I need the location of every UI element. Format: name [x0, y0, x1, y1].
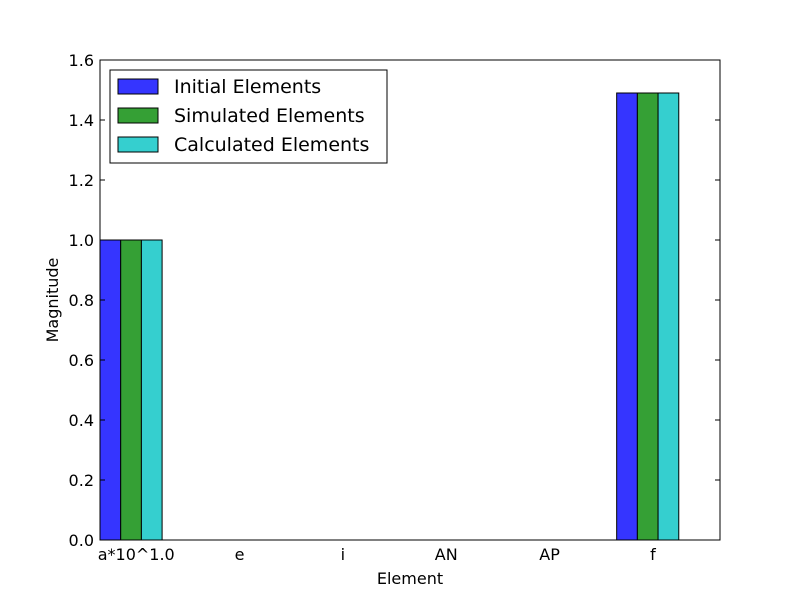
x-tick-label: i — [341, 545, 345, 564]
bar — [120, 239, 142, 541]
x-tick-label: f — [650, 545, 656, 564]
y-tick-label: 1.0 — [69, 231, 94, 250]
y-axis-label: Magnitude — [43, 258, 62, 343]
bar — [636, 92, 659, 541]
legend-label: Initial Elements — [174, 76, 321, 98]
x-axis-label: Element — [377, 569, 443, 588]
x-tick-label: a*10^1.0 — [98, 545, 175, 564]
legend: Initial Elements Simulated Elements Calcul… — [109, 69, 388, 164]
y-tick-label: 0.4 — [69, 411, 94, 430]
y-tick-label: 0.0 — [69, 531, 94, 550]
ticks-layer: 0.0 0.2 0.4 0.6 0.8 1.0 1.2 1.4 1.6 a*10^1.0 e i AN A… — [69, 51, 720, 564]
x-tick-label: e — [235, 545, 245, 564]
y-tick-label: 1.6 — [69, 51, 94, 70]
y-tick-label: 0.2 — [69, 471, 94, 490]
legend-swatch — [117, 78, 159, 95]
y-tick-label: 0.6 — [69, 351, 94, 370]
bars-layer — [99, 92, 680, 541]
bar — [140, 239, 163, 541]
legend-label: Calculated Elements — [174, 134, 369, 156]
y-tick-label: 0.8 — [69, 291, 94, 310]
legend-label: Simulated Elements — [174, 105, 365, 127]
bar — [616, 92, 638, 541]
bar — [99, 239, 122, 541]
legend-swatch — [117, 136, 159, 153]
bar — [657, 92, 680, 541]
y-tick-label: 1.4 — [69, 111, 94, 130]
y-tick-label: 1.2 — [69, 171, 94, 190]
legend-items: Initial Elements Simulated Elements Calcul… — [117, 76, 369, 156]
x-tick-label: AN — [435, 545, 458, 564]
legend-swatch — [117, 107, 159, 124]
x-tick-label: AP — [539, 545, 560, 564]
